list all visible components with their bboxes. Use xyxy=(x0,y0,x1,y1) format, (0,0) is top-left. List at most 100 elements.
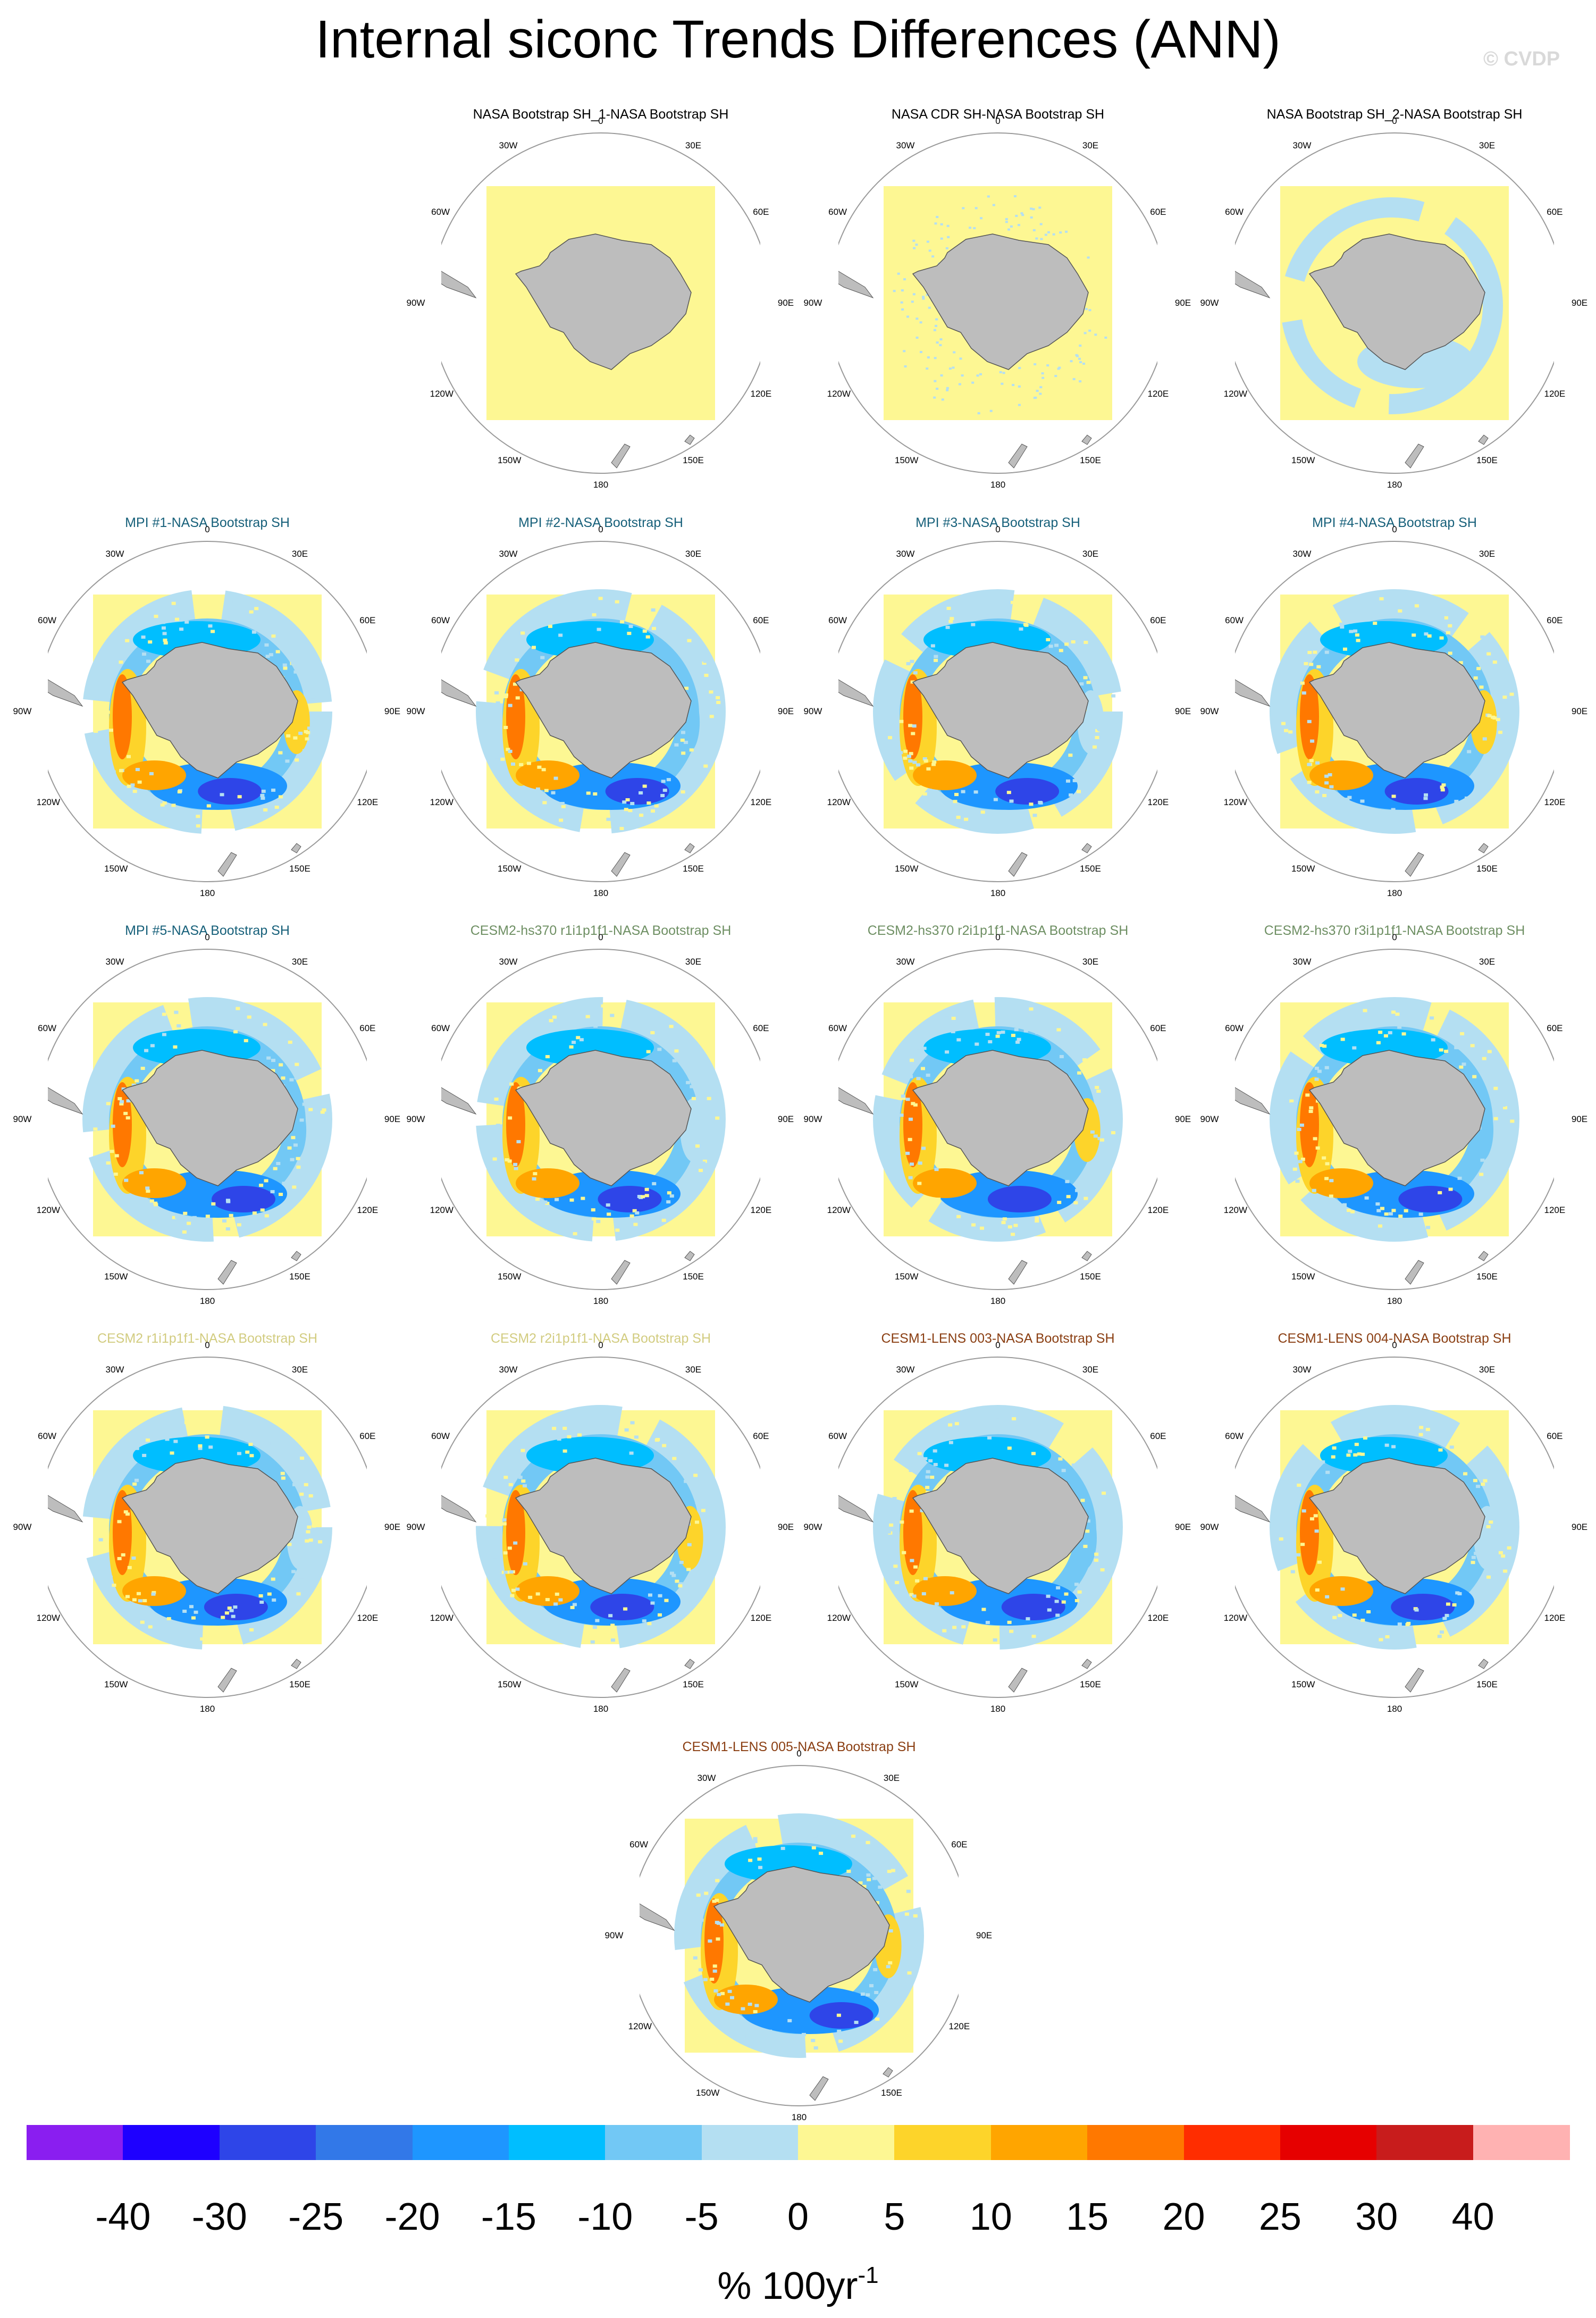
longitude-label: 180 xyxy=(1387,888,1402,898)
panel-title: MPI #4-NASA Bootstrap SH xyxy=(1312,515,1477,530)
longitude-label: 90E xyxy=(1174,298,1191,308)
longitude-label: 30E xyxy=(1479,140,1496,150)
longitude-label: 90E xyxy=(777,1114,794,1124)
colorbar-tick-label: 0 xyxy=(787,2196,809,2238)
colorbar-tick-label: 30 xyxy=(1355,2196,1398,2238)
antarctica-landmass xyxy=(1308,1050,1485,1186)
longitude-label: 120W xyxy=(827,1205,851,1215)
longitude-label: 120W xyxy=(628,2021,652,2031)
longitude-label: 90W xyxy=(406,298,425,308)
longitude-label: 90E xyxy=(777,706,794,716)
trend-field xyxy=(1270,589,1519,834)
longitude-label: 120E xyxy=(1147,389,1169,399)
polar-map xyxy=(838,132,1157,474)
longitude-label: 120E xyxy=(1544,1613,1566,1623)
trend-field xyxy=(1270,997,1519,1242)
longitude-label: 60E xyxy=(1150,207,1166,217)
colorbar-swatch xyxy=(27,2125,124,2160)
tasmania-landmass xyxy=(291,1659,301,1669)
longitude-label: 60E xyxy=(359,615,376,625)
panel-title: CESM1-LENS 005-NASA Bootstrap SH xyxy=(682,1739,916,1754)
longitude-label: 30W xyxy=(896,548,915,559)
longitude-label: 30E xyxy=(685,1364,702,1375)
longitude-label: 120E xyxy=(948,2021,970,2031)
map-boundary-circle xyxy=(838,949,1157,1290)
longitude-label: 90W xyxy=(803,706,822,716)
longitude-label: 120W xyxy=(36,1205,61,1215)
new-zealand-landmass xyxy=(611,1668,631,1693)
longitude-label: 120W xyxy=(827,797,851,807)
longitude-label: 60E xyxy=(1547,207,1563,217)
longitude-label: 90E xyxy=(1571,298,1588,308)
page-title: Internal siconc Trends Differences (ANN) xyxy=(315,10,1281,69)
south-america-landmass xyxy=(48,679,83,707)
longitude-label: 150E xyxy=(683,864,704,874)
longitude-label: 150W xyxy=(1291,1271,1315,1282)
longitude-label: 120W xyxy=(1223,797,1248,807)
longitude-label: 150E xyxy=(683,1679,704,1690)
longitude-label: 120E xyxy=(750,1205,772,1215)
south-america-landmass xyxy=(640,1903,675,1931)
longitude-label: 0 xyxy=(598,116,603,126)
longitude-label: 150E xyxy=(1080,1271,1101,1282)
longitude-label: 0 xyxy=(995,932,1001,942)
longitude-label: 60W xyxy=(431,1431,450,1441)
south-america-landmass xyxy=(48,1495,83,1523)
longitude-label: 90E xyxy=(777,298,794,308)
new-zealand-landmass xyxy=(217,1260,237,1285)
longitude-label: 30W xyxy=(105,956,124,967)
longitude-label: 180 xyxy=(791,2112,807,2122)
longitude-label: 150E xyxy=(1476,455,1498,466)
longitude-label: 120W xyxy=(430,1205,454,1215)
longitude-label: 30E xyxy=(685,956,702,967)
colorbar-swatch xyxy=(412,2125,509,2160)
longitude-label: 60E xyxy=(1547,615,1563,625)
south-america-landmass xyxy=(838,271,874,299)
map-boundary-circle xyxy=(441,541,760,882)
colorbar-tick-label: 5 xyxy=(884,2196,905,2238)
panel-title: CESM2 r1i1p1f1-NASA Bootstrap SH xyxy=(97,1331,318,1346)
trend-field xyxy=(873,997,1123,1242)
trend-field xyxy=(873,589,1123,834)
longitude-label: 90W xyxy=(803,298,822,308)
map-panel: CESM2 r2i1p1f1-NASA Bootstrap SH 0 30E 60E 9… xyxy=(393,1330,808,1735)
new-zealand-landmass xyxy=(611,852,631,877)
panel-title: CESM1-LENS 003-NASA Bootstrap SH xyxy=(881,1331,1115,1346)
new-zealand-landmass xyxy=(1405,1668,1424,1693)
map-panel: CESM2-hs370 r2i1p1f1-NASA Bootstrap SH 0 3… xyxy=(791,923,1205,1327)
tasmania-landmass xyxy=(1081,1251,1092,1261)
new-zealand-landmass xyxy=(1405,852,1424,877)
trend-field xyxy=(476,997,726,1242)
longitude-label: 150E xyxy=(683,455,704,466)
watermark: © CVDP xyxy=(1483,48,1560,70)
tasmania-landmass xyxy=(291,843,301,853)
new-zealand-landmass xyxy=(1405,1260,1424,1285)
map-boundary-circle xyxy=(1235,541,1554,882)
tasmania-landmass xyxy=(1081,1659,1092,1669)
longitude-label: 120W xyxy=(430,1613,454,1623)
longitude-label: 150W xyxy=(895,864,919,874)
south-america-landmass xyxy=(441,1495,477,1523)
panel-title: MPI #2-NASA Bootstrap SH xyxy=(518,515,683,530)
polar-map xyxy=(48,541,367,882)
longitude-label: 30W xyxy=(1292,1364,1312,1375)
longitude-label: 150W xyxy=(104,1271,128,1282)
longitude-label: 120E xyxy=(357,1205,379,1215)
map-panel: MPI #4-NASA Bootstrap SH 0 30E 60E 90E 120E 15… xyxy=(1187,515,1596,919)
longitude-label: 150W xyxy=(1291,864,1315,874)
new-zealand-landmass xyxy=(611,1260,631,1285)
panel-title: MPI #3-NASA Bootstrap SH xyxy=(915,515,1080,530)
longitude-label: 120W xyxy=(1223,389,1248,399)
colorbar-swatch xyxy=(1087,2125,1185,2160)
longitude-label: 60W xyxy=(629,1839,649,1850)
longitude-label: 30W xyxy=(1292,140,1312,150)
panel-title: NASA Bootstrap SH_2-NASA Bootstrap SH xyxy=(1266,107,1523,122)
longitude-label: 30E xyxy=(685,548,702,559)
south-america-landmass xyxy=(441,679,477,707)
longitude-label: 120W xyxy=(1223,1205,1248,1215)
longitude-label: 90W xyxy=(604,1930,624,1940)
colorbar-tick-label: 40 xyxy=(1451,2196,1494,2238)
antarctica-landmass xyxy=(515,1458,692,1594)
colorbar-tick-label: -25 xyxy=(288,2196,344,2238)
longitude-label: 150E xyxy=(289,864,310,874)
